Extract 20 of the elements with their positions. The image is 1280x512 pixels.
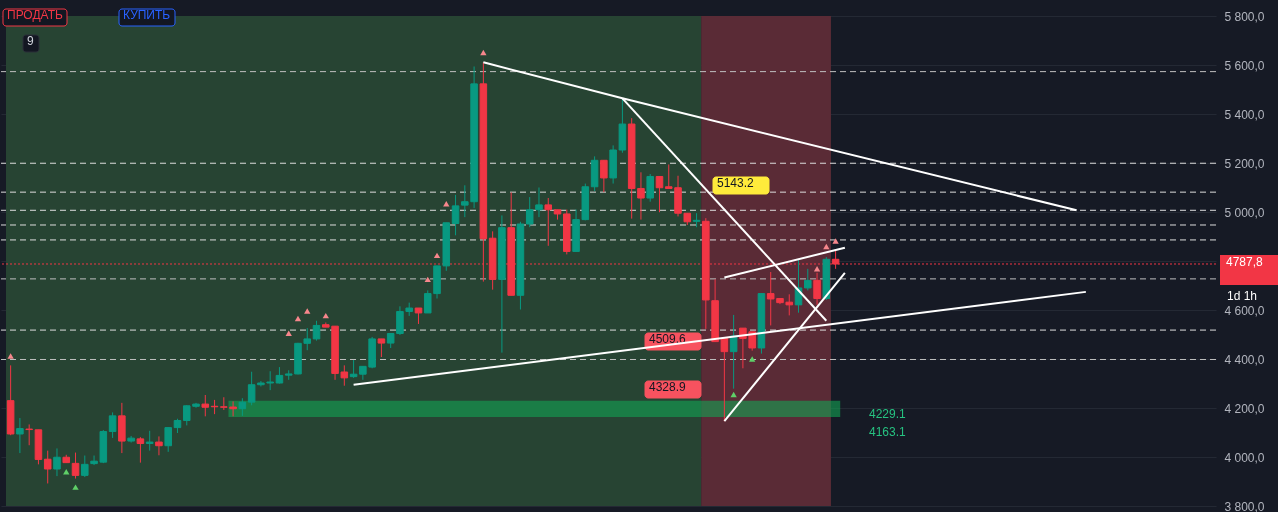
y-tick-label: 5 800,0 <box>1224 9 1265 24</box>
y-tick-label: 4 400,0 <box>1224 352 1265 367</box>
annotation: 4328.9 <box>649 380 687 394</box>
y-tick-label: 5 200,0 <box>1224 156 1265 171</box>
y-tick-label: 4 600,0 <box>1224 303 1265 318</box>
y-tick-label: 4 000,0 <box>1224 450 1265 465</box>
annotation: 4229.1 <box>869 407 907 421</box>
y-tick-label: 5 600,0 <box>1224 58 1265 73</box>
y-tick-label: 3 800,0 <box>1224 499 1265 512</box>
annotation: ПРОДАТЬ <box>7 8 63 22</box>
annotation: 9 <box>27 34 34 48</box>
annotation: 4163.1 <box>869 425 907 439</box>
annotation: 5143.2 <box>717 176 755 190</box>
ref-line-label: 4787,8 <box>1226 254 1264 269</box>
y-tick-label: 4 200,0 <box>1224 401 1265 416</box>
y-tick-label: 5 400,0 <box>1224 107 1265 122</box>
annotation: КУПИТЬ <box>123 8 171 22</box>
text: 1d 1h <box>1227 289 1258 303</box>
y-tick-label: 5 000,0 <box>1224 205 1265 220</box>
annotation: 4509.6 <box>649 332 687 346</box>
